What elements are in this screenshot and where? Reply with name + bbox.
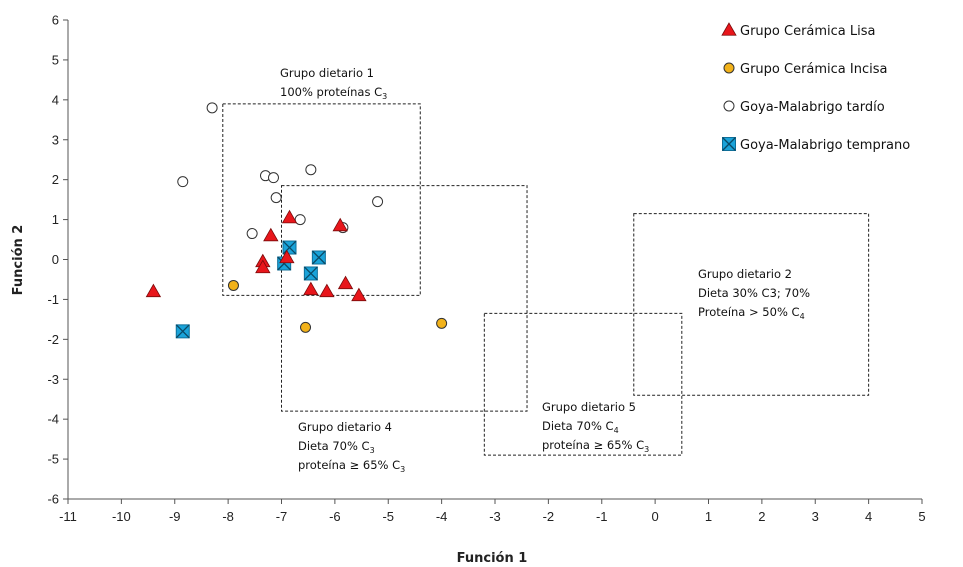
dietary-group-label: 100% proteínas C3 xyxy=(280,85,387,101)
data-point xyxy=(255,259,271,274)
legend-label: Grupo Cerámica Incisa xyxy=(740,62,887,77)
y-tick-label: -5 xyxy=(47,452,59,467)
x-tick-label: 2 xyxy=(758,509,765,524)
x-tick-label: -2 xyxy=(543,509,555,524)
data-point xyxy=(145,283,162,298)
legend-label: Goya-Malabrigo temprano xyxy=(740,138,910,153)
dietary-group-label: Dieta 70% C4 xyxy=(542,419,619,435)
data-point xyxy=(246,228,258,240)
data-point xyxy=(305,164,317,176)
data-point xyxy=(206,102,218,114)
x-tick-label: -7 xyxy=(276,509,288,524)
dietary-group-label: Proteína > 50% C4 xyxy=(698,305,805,321)
x-tick-label: -3 xyxy=(489,509,501,524)
y-tick-label: 4 xyxy=(52,92,59,107)
y-tick-label: -6 xyxy=(47,492,59,507)
y-tick-label: -2 xyxy=(47,332,59,347)
data-point xyxy=(311,250,326,265)
legend-marker xyxy=(721,22,737,36)
data-point xyxy=(436,317,448,329)
x-tick-label: -8 xyxy=(222,509,234,524)
data-point xyxy=(263,227,279,242)
x-tick-label: -11 xyxy=(59,509,77,524)
region-layer: Grupo dietario 1 100% proteínas C3 Grupo d… xyxy=(222,66,870,474)
x-tick-label: 5 xyxy=(918,509,925,524)
x-axis-title: Función 1 xyxy=(457,551,528,566)
y-tick-label: 1 xyxy=(52,212,59,227)
legend-label: Grupo Cerámica Lisa xyxy=(740,24,876,39)
data-point xyxy=(279,249,295,264)
x-tick-label: -4 xyxy=(436,509,448,524)
data-point xyxy=(270,192,282,204)
dietary-group-box xyxy=(633,213,870,396)
data-point xyxy=(267,172,279,184)
data-point xyxy=(337,275,354,290)
y-tick-label: -1 xyxy=(47,292,59,307)
data-point xyxy=(177,176,189,188)
data-point xyxy=(332,217,348,232)
legend-item: Goya-Malabrigo temprano xyxy=(722,137,910,153)
x-tick-label: 1 xyxy=(705,509,712,524)
data-point xyxy=(294,214,306,226)
data-point xyxy=(303,281,319,296)
dietary-group-box xyxy=(483,312,683,456)
legend-marker xyxy=(723,100,735,112)
dietary-group-label: Grupo dietario 1 xyxy=(280,66,374,80)
legend-label: Goya-Malabrigo tardío xyxy=(740,100,885,115)
dietary-group-label: Grupo dietario 4 xyxy=(298,420,392,434)
data-point xyxy=(282,240,297,255)
legend-item: Goya-Malabrigo tardío xyxy=(723,100,885,115)
legend-item: Grupo Cerámica Incisa xyxy=(723,62,887,77)
legend-marker xyxy=(722,137,736,151)
dietary-group-box xyxy=(222,103,421,296)
x-tick-label: 4 xyxy=(865,509,872,524)
y-tick-label: 6 xyxy=(52,13,59,28)
data-point xyxy=(372,196,384,208)
x-tick-label: -6 xyxy=(329,509,341,524)
data-point xyxy=(227,279,239,291)
data-point xyxy=(351,287,367,302)
legend-marker xyxy=(723,62,735,74)
y-tick-label: 2 xyxy=(52,172,59,187)
x-tick-label: -1 xyxy=(596,509,608,524)
dietary-group-box xyxy=(281,185,528,412)
dietary-group-label: Grupo dietario 2 xyxy=(698,267,792,281)
x-tick-label: 3 xyxy=(812,509,819,524)
data-point xyxy=(303,266,318,281)
x-tick-label: -9 xyxy=(169,509,181,524)
legend-item: Grupo Cerámica Lisa xyxy=(721,22,876,39)
data-point xyxy=(300,321,312,333)
data-point xyxy=(175,324,190,339)
dietary-group-label: Grupo dietario 5 xyxy=(542,400,636,414)
y-axis-title: Función 2 xyxy=(11,225,26,296)
y-tick-label: -3 xyxy=(47,372,59,387)
axes: -11 -10 -9 -8 -7 -6 -5 -4 -3 -2 -1 0 1 2 3 4 5-6-5-4-3-2… xyxy=(47,13,925,525)
x-tick-label: -5 xyxy=(382,509,394,524)
dietary-group-label: proteína ≥ 65% C3 xyxy=(542,438,649,454)
data-point xyxy=(281,209,298,224)
dietary-group-label: Dieta 30% C3; 70% xyxy=(698,286,810,300)
x-tick-label: 0 xyxy=(652,509,659,524)
legend: Grupo Cerámica Lisa Grupo Cerámica Incisa… xyxy=(721,22,910,153)
y-tick-label: 5 xyxy=(52,52,59,67)
dietary-group-label: proteína ≥ 65% C3 xyxy=(298,458,405,474)
y-tick-label: -4 xyxy=(47,412,59,427)
dietary-group-label: Dieta 70% C3 xyxy=(298,439,375,455)
data-point xyxy=(319,283,335,298)
x-tick-label: -10 xyxy=(112,509,131,524)
y-tick-label: 3 xyxy=(52,132,59,147)
data-points xyxy=(145,102,448,339)
y-tick-label: 0 xyxy=(52,252,59,267)
